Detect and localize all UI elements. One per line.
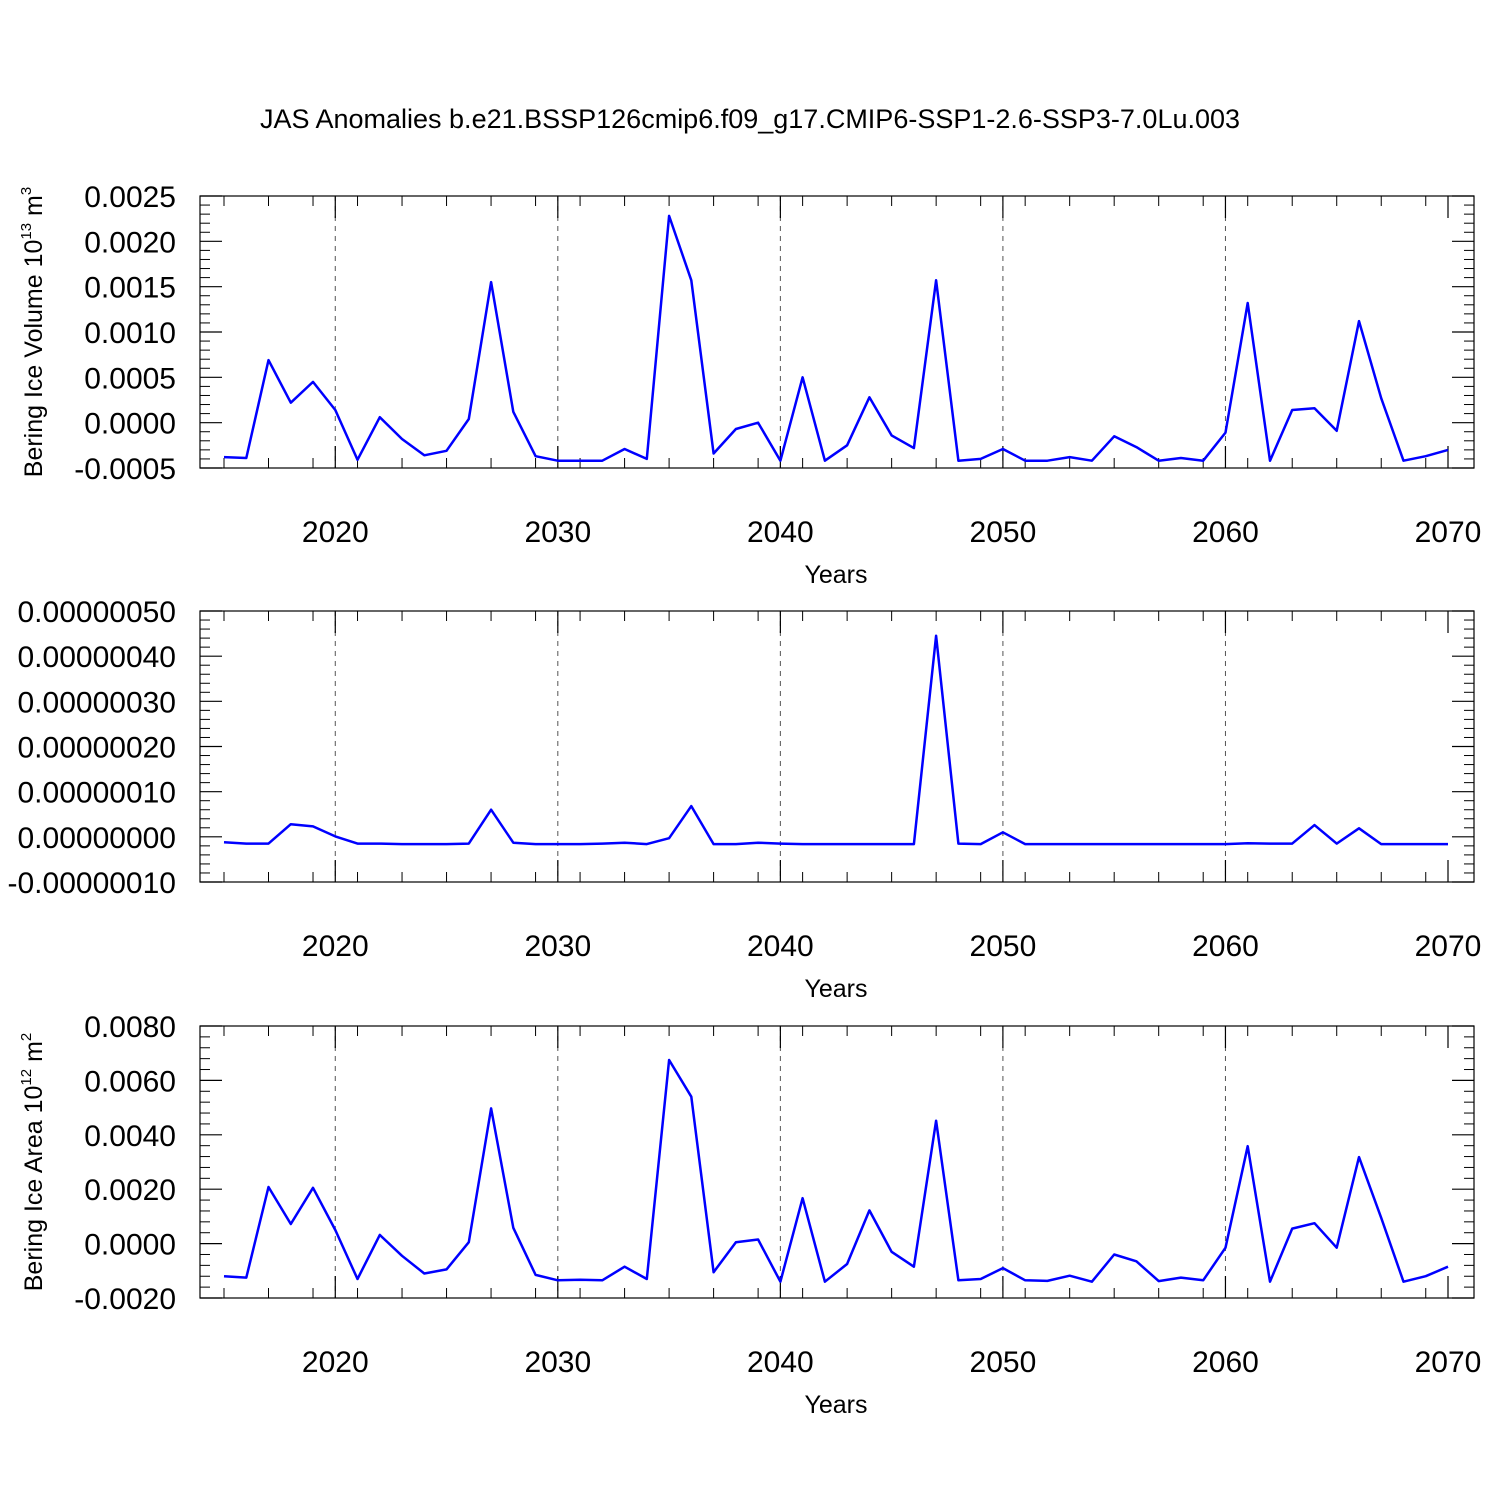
x-axis-label: Years (804, 1391, 867, 1419)
x-tick-label: 2020 (302, 930, 369, 963)
x-tick-label: 2050 (970, 516, 1037, 549)
y-tick-label: 0.00000030 (18, 686, 177, 719)
x-tick-label: 2070 (1415, 930, 1482, 963)
panel-ice-area: 2020 2030 2040 2050 2060 2070 Years -0.0020 0.00… (18, 1011, 1481, 1419)
data-series-line (223, 634, 1448, 846)
panel-ice-volume: 2020 2030 2040 2050 2060 2070 Years -0.0005 0.00… (18, 181, 1481, 589)
x-tick-label: 2020 (302, 516, 369, 549)
x-tick-label: 2060 (1192, 930, 1259, 963)
y-tick-label: 0.0020 (84, 1174, 176, 1207)
y-tick-label: 0.0060 (84, 1065, 176, 1098)
y-tick-label: 0.00000050 (18, 596, 177, 629)
y-tick-label: 0.00000000 (18, 822, 177, 855)
x-tick-label: 2040 (747, 1346, 814, 1379)
x-tick-label: 2030 (524, 516, 591, 549)
x-axis-label: Years (804, 975, 867, 1003)
x-tick-label: 2060 (1192, 1346, 1259, 1379)
y-tick-label: 0.0025 (84, 181, 176, 214)
x-tick-label: 2050 (970, 930, 1037, 963)
y-axis-label: Bering Ice Area 1012 m2 (18, 1033, 48, 1292)
y-tick-label: 0.0005 (84, 362, 176, 395)
x-tick-label: 2040 (747, 516, 814, 549)
y-tick-label: 0.00000040 (18, 641, 177, 674)
x-tick-label: 2030 (524, 930, 591, 963)
x-tick-label: 2070 (1415, 516, 1482, 549)
x-tick-label: 2050 (970, 1346, 1037, 1379)
y-tick-label: 0.0015 (84, 272, 176, 305)
y-tick-label: -0.00000010 (8, 867, 177, 900)
x-tick-label: 2070 (1415, 1346, 1482, 1379)
x-tick-label: 2030 (524, 1346, 591, 1379)
y-tick-label: 0.0000 (84, 408, 176, 441)
y-tick-label: 0.0040 (84, 1120, 176, 1153)
y-tick-label: 0.0010 (84, 317, 176, 350)
y-tick-label: 0.0000 (84, 1229, 176, 1262)
figure-title: JAS Anomalies b.e21.BSSP126cmip6.f09_g17… (259, 104, 1241, 134)
y-tick-label: 0.0020 (84, 226, 176, 259)
y-tick-label: -0.0020 (74, 1283, 176, 1316)
y-tick-label: -0.0005 (74, 453, 176, 486)
plot-frame (199, 610, 1475, 883)
y-tick-label: 0.00000020 (18, 732, 177, 765)
data-series-line (223, 214, 1449, 462)
y-tick-label: 0.00000010 (18, 777, 177, 810)
x-tick-label: 2040 (747, 930, 814, 963)
x-tick-label: 2020 (302, 1346, 369, 1379)
plot-frame (199, 1025, 1475, 1299)
y-axis-label: Bering Ice Volume 1013 m3 (18, 187, 48, 477)
data-series-line (223, 1058, 1449, 1283)
panel-middle-variable: 2020 2030 2040 2050 2060 2070 Years -0.00000010… (8, 596, 1482, 1003)
x-axis-label: Years (804, 561, 867, 589)
y-tick-label: 0.0080 (84, 1011, 176, 1044)
x-tick-label: 2060 (1192, 516, 1259, 549)
